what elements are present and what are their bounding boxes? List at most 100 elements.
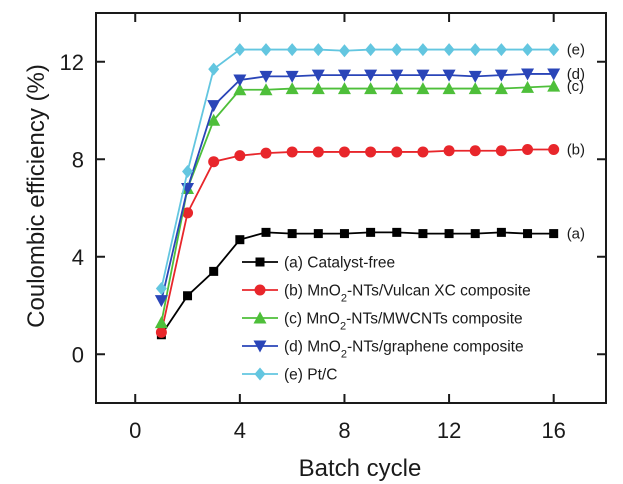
- data-point: [286, 43, 298, 57]
- x-tick-label: 4: [234, 418, 246, 443]
- series-layer: [154, 43, 561, 340]
- data-point: [366, 227, 376, 237]
- data-point: [312, 146, 324, 158]
- data-point: [155, 281, 167, 295]
- data-point: [494, 69, 508, 82]
- series-e: [155, 43, 560, 295]
- data-point: [364, 82, 378, 95]
- data-point: [234, 150, 246, 162]
- legend: (a) Catalyst-free (b) MnO2-NTs/Vulcan XC …: [242, 255, 531, 384]
- data-point: [392, 227, 402, 237]
- data-point: [470, 229, 480, 239]
- data-point: [338, 44, 350, 58]
- data-point: [285, 70, 299, 83]
- data-point: [548, 43, 560, 57]
- x-tick-label: 16: [541, 418, 565, 443]
- data-point: [255, 257, 265, 267]
- data-point: [235, 235, 245, 245]
- data-point: [253, 340, 267, 353]
- data-point: [260, 147, 272, 159]
- y-axis-title: Coulombic efficiency (%): [23, 64, 50, 328]
- data-point: [468, 82, 482, 95]
- legend-item: (a) Catalyst-free: [242, 255, 395, 272]
- series-line: [160, 48, 554, 289]
- data-point: [261, 227, 271, 237]
- data-point: [416, 69, 430, 82]
- legend-label: (a) Catalyst-free: [284, 255, 395, 272]
- data-point: [234, 43, 246, 57]
- data-point: [155, 326, 167, 338]
- series-line: [160, 85, 554, 323]
- data-point: [182, 207, 194, 219]
- data-point: [391, 43, 403, 57]
- data-point: [311, 69, 325, 82]
- data-point: [285, 82, 299, 95]
- data-point: [442, 69, 456, 82]
- series-c: [154, 79, 561, 329]
- y-tick-label: 12: [60, 50, 84, 75]
- series-line: [160, 73, 554, 301]
- data-point: [207, 113, 221, 126]
- data-point: [390, 82, 404, 95]
- data-point: [495, 145, 507, 157]
- data-point: [313, 229, 323, 239]
- series-tag: (a): [567, 226, 585, 243]
- y-tick-label: 4: [72, 245, 84, 270]
- legend-item: (e) Pt/C: [242, 367, 337, 384]
- series-tag: (d): [567, 66, 585, 83]
- data-point: [312, 43, 324, 57]
- data-point: [416, 82, 430, 95]
- series-tag: (b): [567, 142, 585, 159]
- data-point: [443, 43, 455, 57]
- x-tick-label: 0: [129, 418, 141, 443]
- data-point: [495, 43, 507, 57]
- data-point: [286, 146, 298, 158]
- data-point: [208, 62, 220, 76]
- legend-item: (b) MnO2-NTs/Vulcan XC composite: [242, 283, 531, 305]
- data-point: [390, 69, 404, 82]
- data-point: [523, 229, 533, 239]
- data-point: [260, 43, 272, 57]
- series-b: [155, 144, 560, 338]
- data-point: [364, 69, 378, 82]
- data-point: [521, 80, 535, 93]
- x-axis-title: Batch cycle: [299, 455, 422, 482]
- data-point: [182, 164, 194, 178]
- legend-label: (b) MnO2-NTs/Vulcan XC composite: [284, 283, 531, 305]
- data-point: [444, 229, 454, 239]
- data-point: [183, 291, 193, 301]
- data-point: [339, 229, 349, 239]
- x-tick-label: 12: [437, 418, 461, 443]
- data-point: [418, 229, 428, 239]
- data-point: [259, 83, 273, 96]
- data-point: [417, 43, 429, 57]
- data-point: [522, 43, 534, 57]
- data-point: [547, 68, 561, 81]
- legend-item: (d) MnO2-NTs/graphene composite: [242, 339, 524, 361]
- legend-label: (d) MnO2-NTs/graphene composite: [284, 339, 524, 361]
- data-point: [496, 227, 506, 237]
- labels-layer: 0 4 8 12 16 0 4 8 12 (a) (b) (c)(d) (e): [60, 42, 586, 443]
- data-point: [365, 43, 377, 57]
- data-point: [207, 100, 221, 113]
- data-point: [253, 311, 267, 324]
- data-point: [469, 43, 481, 57]
- series-line: [160, 231, 554, 336]
- data-point: [337, 82, 351, 95]
- data-point: [522, 144, 534, 155]
- data-point: [233, 83, 247, 96]
- data-point: [494, 82, 508, 95]
- data-point: [548, 144, 560, 155]
- data-point: [254, 284, 266, 296]
- axes-frame: [95, 12, 607, 404]
- data-point: [391, 146, 403, 158]
- legend-label: (e) Pt/C: [284, 367, 337, 384]
- y-tick-label: 8: [72, 147, 84, 172]
- data-point: [338, 146, 350, 158]
- data-point: [469, 145, 481, 157]
- data-point: [521, 68, 535, 81]
- legend-label: (c) MnO2-NTs/MWCNTs composite: [284, 311, 523, 333]
- x-tick-label: 8: [338, 418, 350, 443]
- series-a: [156, 227, 559, 340]
